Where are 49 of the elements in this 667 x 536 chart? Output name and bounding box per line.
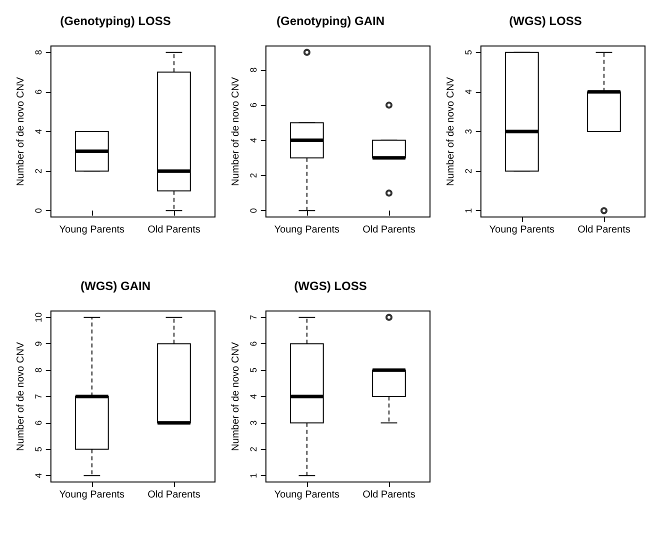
- y-tick-label: 6: [248, 102, 258, 108]
- y-tick-label: 2: [463, 168, 474, 174]
- y-axis-title: Number of de novo CNV: [16, 342, 26, 451]
- y-tick-label: 7: [248, 314, 258, 320]
- x-tick-label: Young Parents: [59, 224, 125, 236]
- y-tick-label: 4: [248, 138, 258, 143]
- y-tick-label: 2: [248, 172, 258, 178]
- y-tick-label: 0: [248, 208, 258, 214]
- y-tick-label: 6: [248, 341, 258, 346]
- y-tick-label: 1: [248, 473, 258, 478]
- x-tick-label: Young Parents: [274, 490, 340, 500]
- y-tick-label: 7: [33, 394, 44, 400]
- y-axis-title: Number of de novo CNV: [230, 342, 242, 451]
- y-tick-label: 6: [33, 89, 44, 94]
- y-tick-label: 3: [463, 128, 474, 134]
- y-tick-label: 8: [33, 50, 44, 55]
- y-tick-label: 4: [248, 394, 258, 400]
- chart-title: (WGS) LOSS: [509, 14, 582, 28]
- y-tick-label: 2: [33, 168, 44, 174]
- x-tick-label: Old Parents: [578, 224, 630, 236]
- y-tick-label: 5: [463, 50, 474, 55]
- y-tick-label: 6: [33, 420, 44, 426]
- y-tick-label: 8: [248, 67, 258, 72]
- x-tick-label: Old Parents: [148, 224, 200, 236]
- y-tick-label: 9: [33, 341, 44, 346]
- y-tick-label: 2: [248, 446, 258, 452]
- y-tick-label: 1: [463, 208, 474, 214]
- y-tick-label: 4: [33, 128, 44, 134]
- chart-title: (Genotyping) LOSS: [60, 14, 171, 28]
- chart-title: (WGS) GAIN: [80, 279, 150, 293]
- x-tick-label: Old Parents: [362, 490, 416, 500]
- y-tick-label: 8: [33, 368, 44, 373]
- y-tick-label: 5: [248, 368, 258, 373]
- y-axis-title: Number of de novo CNV: [230, 76, 242, 186]
- y-tick-label: 0: [33, 208, 44, 214]
- x-tick-label: Young Parents: [274, 224, 340, 236]
- x-tick-label: Young Parents: [489, 224, 555, 236]
- y-tick-label: 4: [463, 89, 474, 94]
- y-axis-title: Number of de novo CNV: [446, 76, 456, 186]
- x-tick-label: Young Parents: [59, 490, 125, 500]
- y-axis-title: Number of de novo CNV: [16, 76, 26, 186]
- chart-title: (Genotyping) GAIN: [276, 14, 384, 28]
- x-tick-label: Old Parents: [362, 224, 416, 236]
- y-tick-label: 10: [33, 312, 44, 322]
- y-tick-label: 3: [248, 420, 258, 426]
- y-tick-label: 5: [33, 446, 44, 452]
- x-tick-label: Old Parents: [148, 490, 200, 500]
- y-tick-label: 4: [33, 473, 44, 478]
- chart-title: (WGS) LOSS: [294, 279, 367, 293]
